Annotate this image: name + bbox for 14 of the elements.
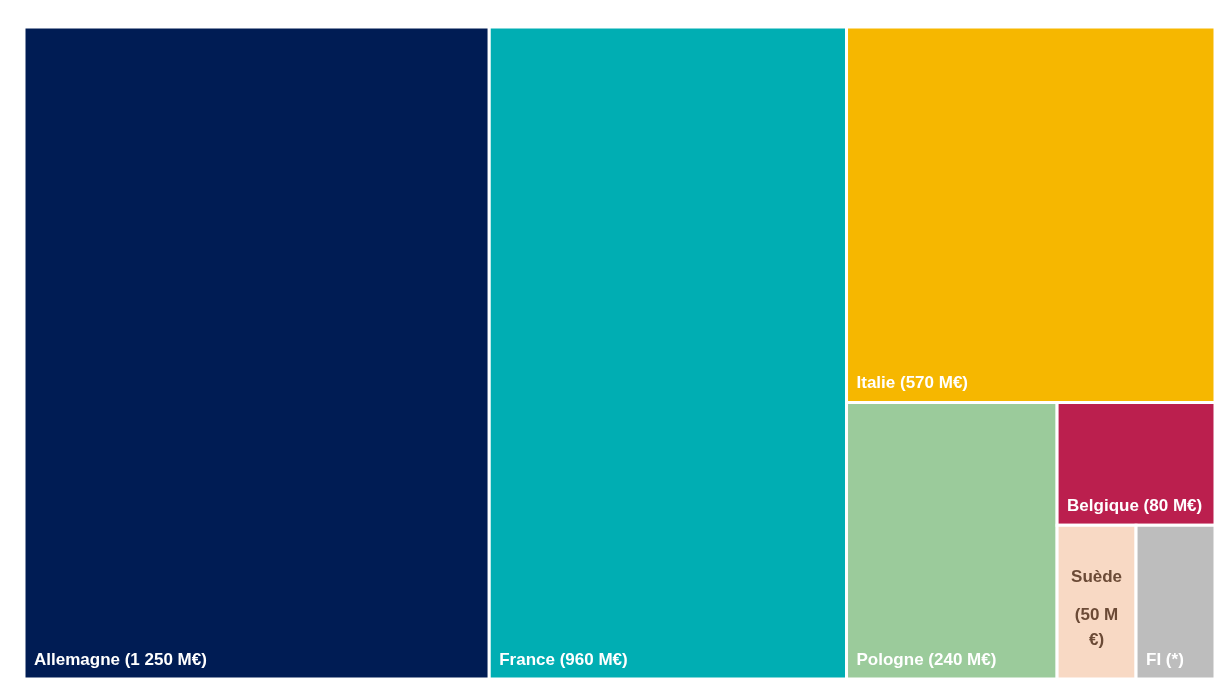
category-label: France: [499, 650, 555, 669]
category-label: Italie: [856, 373, 896, 393]
category-label: Allemagne: [34, 650, 120, 669]
category-label: Belgique: [1067, 496, 1139, 516]
data-label: (*): [1165, 650, 1184, 669]
data-label: (240 M€): [928, 650, 997, 669]
data-label: (50 M €): [1074, 604, 1119, 649]
category-label: Suède: [1071, 567, 1123, 587]
data-label: (1 250 M€): [124, 650, 207, 669]
data-label: (80 M€): [1143, 496, 1203, 516]
data-label: (960 M€): [559, 650, 628, 669]
data-label: (570 M€): [900, 373, 969, 393]
category-label: Pologne: [856, 650, 924, 669]
category-label: FI: [1146, 650, 1162, 669]
